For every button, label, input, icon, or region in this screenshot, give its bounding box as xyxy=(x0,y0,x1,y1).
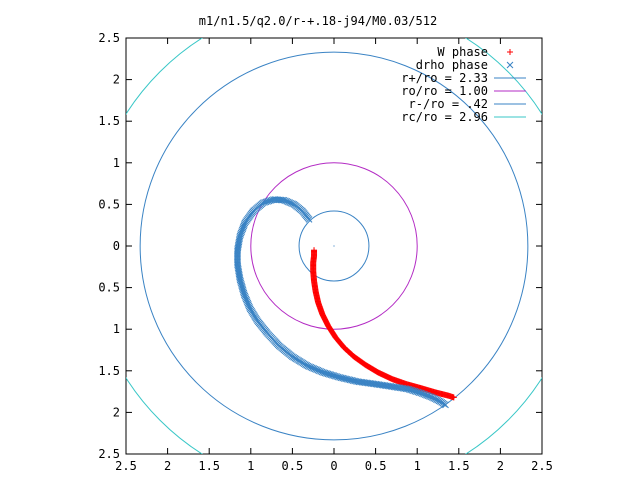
radius-circle-0 xyxy=(139,51,529,441)
y-tick-label: 0 xyxy=(113,239,120,253)
legend-label: W phase xyxy=(437,45,488,59)
x-tick-label: 2.5 xyxy=(531,459,553,473)
legend-label: r+/ro = 2.33 xyxy=(401,71,488,85)
radius-circle-2 xyxy=(298,210,370,282)
legend-label: rc/ro = 2.96 xyxy=(401,110,488,124)
y-tick-label: 1.5 xyxy=(98,364,120,378)
x-tick-label: 1.5 xyxy=(448,459,470,473)
y-tick-label: 2 xyxy=(113,405,120,419)
chart-title: m1/n1.5/q2.0/r-+.18-j94/M0.03/512 xyxy=(199,14,437,28)
legend-label: r-/ro = .42 xyxy=(409,97,488,111)
legend-marker-sample xyxy=(506,61,514,69)
center-dot xyxy=(333,245,335,247)
x-tick-label: 0 xyxy=(330,459,337,473)
y-tick-label: 1 xyxy=(113,322,120,336)
y-tick-label: 2.5 xyxy=(98,447,120,461)
legend-label: drho phase xyxy=(416,58,488,72)
x-tick-label: 1 xyxy=(247,459,254,473)
x-tick-label: 2.5 xyxy=(115,459,137,473)
x-tick-label: 1 xyxy=(414,459,421,473)
x-tick-label: 2 xyxy=(497,459,504,473)
y-tick-label: 0.5 xyxy=(98,197,120,211)
legend-marker-sample xyxy=(507,49,513,55)
x-tick-label: 2 xyxy=(164,459,171,473)
y-tick-label: 2 xyxy=(113,73,120,87)
drho-phase-point xyxy=(442,401,449,409)
radius-circle-1 xyxy=(250,162,418,330)
x-tick-label: 0.5 xyxy=(282,459,304,473)
y-tick-label: 2.5 xyxy=(98,31,120,45)
w-phase-point xyxy=(450,394,457,401)
y-tick-label: 0.5 xyxy=(98,281,120,295)
x-tick-label: 0.5 xyxy=(365,459,387,473)
x-tick-label: 1.5 xyxy=(198,459,220,473)
y-tick-label: 1.5 xyxy=(98,114,120,128)
y-tick-label: 1 xyxy=(113,156,120,170)
legend-label: ro/ro = 1.00 xyxy=(401,84,488,98)
radius-circle-3 xyxy=(126,38,542,454)
